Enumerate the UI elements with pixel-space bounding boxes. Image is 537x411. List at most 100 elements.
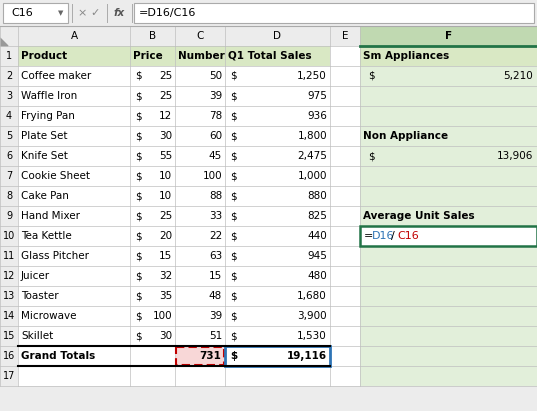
- Text: 1,530: 1,530: [297, 331, 327, 341]
- Text: Knife Set: Knife Set: [21, 151, 68, 161]
- Text: ✓: ✓: [90, 8, 100, 18]
- Text: 5,210: 5,210: [503, 71, 533, 81]
- Text: Tea Kettle: Tea Kettle: [21, 231, 72, 241]
- Text: 78: 78: [209, 111, 222, 121]
- Bar: [360, 46, 537, 66]
- Text: 48: 48: [209, 291, 222, 301]
- Text: Frying Pan: Frying Pan: [21, 111, 75, 121]
- Text: 480: 480: [307, 271, 327, 281]
- Bar: [0, 46, 18, 386]
- Text: Q1 Total Sales: Q1 Total Sales: [228, 51, 311, 61]
- Polygon shape: [0, 38, 8, 46]
- Text: 936: 936: [307, 111, 327, 121]
- Bar: [360, 206, 537, 226]
- Text: $: $: [135, 311, 142, 321]
- Bar: [360, 186, 537, 206]
- Text: 100: 100: [153, 311, 172, 321]
- Text: =: =: [364, 231, 373, 241]
- Text: 11: 11: [3, 251, 15, 261]
- Text: 2,475: 2,475: [297, 151, 327, 161]
- Bar: [18, 46, 330, 66]
- Text: 4: 4: [6, 111, 12, 121]
- Text: /: /: [391, 231, 395, 241]
- Text: 7: 7: [6, 171, 12, 181]
- Text: Cake Pan: Cake Pan: [21, 191, 69, 201]
- Text: $: $: [368, 151, 375, 161]
- Text: 3,900: 3,900: [297, 311, 327, 321]
- Text: Toaster: Toaster: [21, 291, 59, 301]
- Bar: [0, 0, 537, 26]
- Text: D16: D16: [372, 231, 395, 241]
- Text: 30: 30: [159, 131, 172, 141]
- Text: 1,680: 1,680: [297, 291, 327, 301]
- Text: Product: Product: [21, 51, 67, 61]
- Text: 15: 15: [3, 331, 15, 341]
- Text: 880: 880: [307, 191, 327, 201]
- Text: Juicer: Juicer: [21, 271, 50, 281]
- Text: $: $: [135, 271, 142, 281]
- Text: 2: 2: [6, 71, 12, 81]
- Text: Cookie Sheet: Cookie Sheet: [21, 171, 90, 181]
- Text: Grand Totals: Grand Totals: [21, 351, 95, 361]
- Text: $: $: [135, 91, 142, 101]
- Text: 1,000: 1,000: [297, 171, 327, 181]
- Text: $: $: [135, 71, 142, 81]
- Text: 19,116: 19,116: [287, 351, 327, 361]
- Text: 100: 100: [202, 171, 222, 181]
- Text: 88: 88: [209, 191, 222, 201]
- Text: $: $: [230, 171, 237, 181]
- Text: 39: 39: [209, 311, 222, 321]
- Text: $: $: [230, 71, 237, 81]
- Text: $: $: [135, 231, 142, 241]
- Text: 13,906: 13,906: [497, 151, 533, 161]
- Bar: [360, 266, 537, 286]
- Text: $: $: [135, 111, 142, 121]
- Text: F: F: [445, 31, 452, 41]
- Text: fx: fx: [113, 8, 125, 18]
- Text: $: $: [135, 251, 142, 261]
- Bar: [360, 246, 537, 266]
- Text: ▼: ▼: [59, 10, 64, 16]
- Bar: [0, 26, 537, 46]
- Text: Sm Appliances: Sm Appliances: [363, 51, 449, 61]
- Bar: [360, 26, 537, 46]
- Text: $: $: [135, 151, 142, 161]
- Bar: [360, 366, 537, 386]
- Text: 60: 60: [209, 131, 222, 141]
- Bar: [360, 126, 537, 146]
- Text: $: $: [135, 291, 142, 301]
- Bar: [3, 3, 68, 23]
- Bar: [360, 166, 537, 186]
- Text: 39: 39: [209, 91, 222, 101]
- Text: $: $: [230, 271, 237, 281]
- Text: C: C: [197, 31, 204, 41]
- Bar: [360, 86, 537, 106]
- Text: $: $: [135, 171, 142, 181]
- Text: $: $: [230, 211, 237, 221]
- Text: $: $: [230, 351, 237, 361]
- Text: C16: C16: [397, 231, 419, 241]
- Text: Average Unit Sales: Average Unit Sales: [363, 211, 475, 221]
- Text: $: $: [368, 71, 375, 81]
- Text: 30: 30: [159, 331, 172, 341]
- Bar: [360, 66, 537, 86]
- Bar: [134, 3, 534, 23]
- Text: C16: C16: [11, 8, 33, 18]
- Text: 8: 8: [6, 191, 12, 201]
- Text: 1: 1: [6, 51, 12, 61]
- Bar: [225, 346, 330, 366]
- Bar: [360, 286, 537, 306]
- Text: 975: 975: [307, 91, 327, 101]
- Bar: [360, 346, 537, 366]
- Text: =D16/C16: =D16/C16: [139, 8, 197, 18]
- Text: 25: 25: [159, 71, 172, 81]
- Text: $: $: [230, 151, 237, 161]
- Text: 17: 17: [3, 371, 15, 381]
- Text: 15: 15: [159, 251, 172, 261]
- Text: $: $: [135, 191, 142, 201]
- Text: 51: 51: [209, 331, 222, 341]
- Bar: [360, 226, 537, 246]
- Text: 15: 15: [209, 271, 222, 281]
- Text: 9: 9: [6, 211, 12, 221]
- Text: ×: ×: [77, 8, 86, 18]
